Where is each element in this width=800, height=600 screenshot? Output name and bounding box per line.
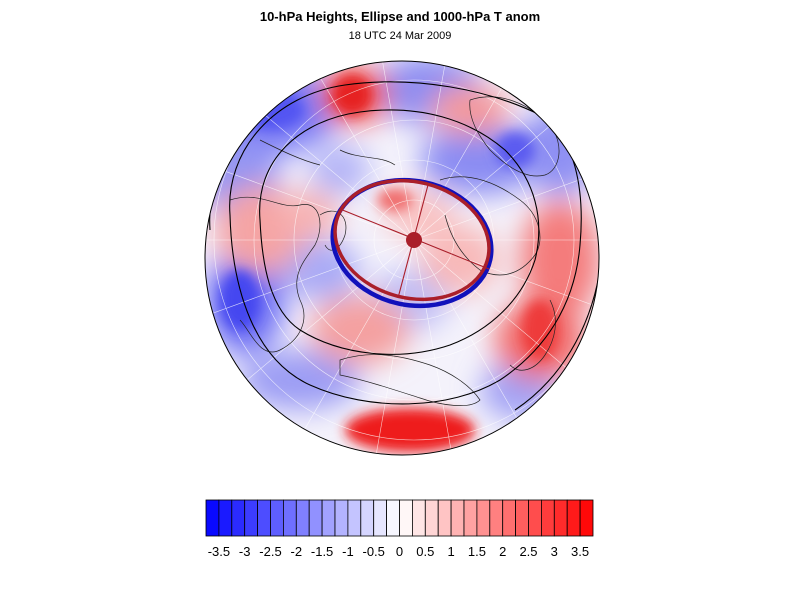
colorbar-box xyxy=(579,499,594,537)
colorbar-box xyxy=(463,499,478,537)
colorbar-box xyxy=(437,499,452,537)
meridian-line xyxy=(413,239,599,446)
colorbar-box xyxy=(205,499,220,537)
meridian-line xyxy=(358,239,415,455)
meridian-line xyxy=(205,130,415,241)
coastlines xyxy=(229,96,560,406)
colorbar-box xyxy=(528,499,542,537)
colorbar-tick-label: 2 xyxy=(499,544,506,559)
colorbar-box xyxy=(308,499,323,537)
meridian-line xyxy=(413,239,575,455)
fitted-ellipse xyxy=(333,178,491,302)
colorbar-box xyxy=(424,499,439,537)
colorbar-tick-label: -1.5 xyxy=(311,544,333,559)
colorbar-tick-label: 3 xyxy=(551,544,558,559)
colorbar-tick-label: -0.5 xyxy=(362,544,384,559)
map-boundary xyxy=(204,60,600,456)
colorbar-box xyxy=(476,499,491,537)
colorbar-boxes xyxy=(205,499,594,537)
colorbar-tick-label: 3.5 xyxy=(571,544,589,559)
colorbar-tick-label: 1 xyxy=(447,544,454,559)
meridian-line xyxy=(413,61,599,241)
meridian-line xyxy=(413,239,470,455)
colorbar-tick-label: -3.5 xyxy=(208,544,230,559)
meridian-line xyxy=(413,130,599,241)
colorbar-box xyxy=(450,499,465,537)
colorbar-box xyxy=(360,499,375,537)
colorbar-box xyxy=(553,499,568,537)
colorbar-tick-labels: -3.5 -3 -2.5 -2 -1.5 -1 -0.5 0 0.5 1 1.5 2 2.5 3 3.5 xyxy=(208,544,589,559)
colorbar-box xyxy=(334,499,349,537)
colorbar-box xyxy=(515,499,529,537)
colorbar-box xyxy=(541,499,555,537)
chart-title: 10-hPa Heights, Ellipse and 1000-hPa T a… xyxy=(259,9,541,24)
colorbar-box xyxy=(282,499,297,537)
colorbar-box xyxy=(270,499,284,537)
colorbar-box xyxy=(502,499,517,537)
colorbar-box xyxy=(321,499,336,537)
meridian-line xyxy=(413,239,599,350)
colorbar-box xyxy=(295,499,310,537)
lat-lon-graticule xyxy=(205,61,599,455)
colorbar-tick-label: -2.5 xyxy=(259,544,281,559)
colorbar-tick-label: -3 xyxy=(239,544,251,559)
ellipse-center-marker xyxy=(406,232,422,248)
colorbar-box xyxy=(218,499,233,537)
colorbar-box xyxy=(411,499,426,537)
colorbar-tick-label: 2.5 xyxy=(519,544,537,559)
colorbar-tick-label: -1 xyxy=(342,544,354,559)
colorbar-box xyxy=(231,499,246,537)
colorbar-box xyxy=(386,499,400,537)
colorbar-box xyxy=(244,499,258,537)
colorbar-box xyxy=(489,499,504,537)
colorbar-tick-label: 0 xyxy=(396,544,403,559)
colorbar-box xyxy=(399,499,413,537)
colorbar-tick-label: 0.5 xyxy=(416,544,434,559)
meridian-line xyxy=(358,61,415,241)
meridian-line xyxy=(205,239,415,350)
colorbar-tick-label: -2 xyxy=(291,544,303,559)
colorbar-box xyxy=(373,499,388,537)
meridian-line xyxy=(253,61,415,241)
colorbar-box xyxy=(347,499,362,537)
meridian-line xyxy=(413,61,470,241)
colorbar-box xyxy=(566,499,581,537)
colorbar-box xyxy=(257,499,271,537)
colorbar-tick-label: 1.5 xyxy=(468,544,486,559)
meridian-line xyxy=(253,239,415,455)
meridian-line xyxy=(413,61,575,241)
chart-subtitle: 18 UTC 24 Mar 2009 xyxy=(348,30,452,42)
